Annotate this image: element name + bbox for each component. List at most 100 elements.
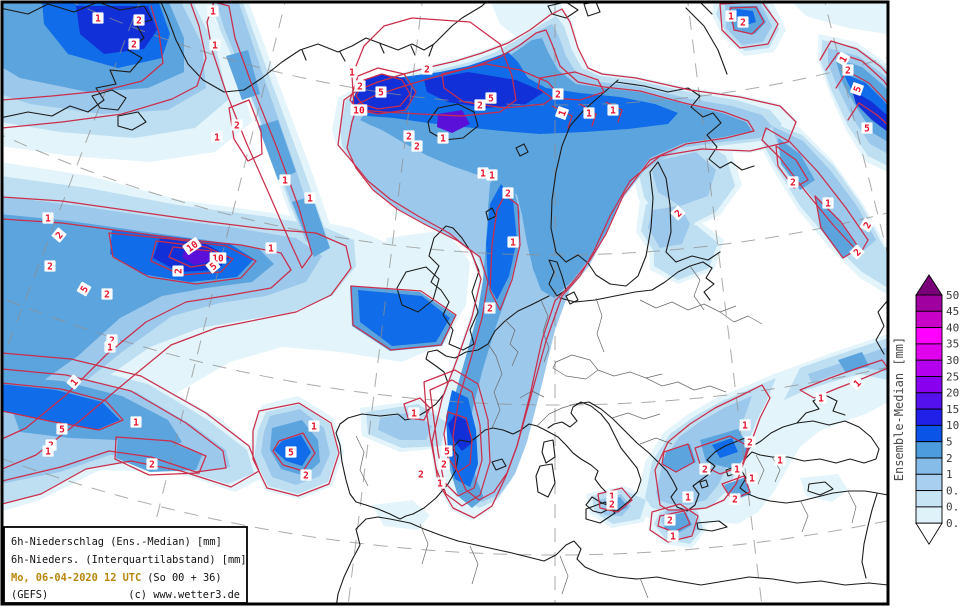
contour-label: 1 <box>835 51 850 67</box>
contour-label: 5 <box>285 446 297 459</box>
contour-label-value: 2 <box>609 500 615 511</box>
contour-label-box <box>850 82 864 96</box>
legend-tick-label: 15 <box>946 403 959 416</box>
contour-label: 1 <box>207 5 219 18</box>
contour-label-box <box>130 416 142 428</box>
contour-label-box <box>411 140 423 152</box>
meridian-line <box>687 2 763 604</box>
legend-tick-label: 50 <box>946 289 959 302</box>
contour-label: 2 <box>172 265 185 277</box>
contour-label-box <box>667 530 679 542</box>
contour-label: 1 <box>130 416 142 429</box>
legend-box <box>915 473 943 492</box>
contour-label-box <box>774 454 786 466</box>
contour-label: 1 <box>822 197 834 210</box>
contour-label-value: 2 <box>441 460 447 471</box>
contour-label-value: 2 <box>477 101 483 112</box>
contour-label: 2 <box>51 227 67 243</box>
legend-box <box>915 424 943 443</box>
contour-label-box <box>211 131 223 143</box>
contour-label: 1 <box>746 472 758 485</box>
legend-tick-label: 5 <box>946 436 953 449</box>
info-line-parameter2: 6h-Nieders. (Interquartilabstand) [mm] <box>11 554 247 566</box>
contour-label-box <box>207 5 219 17</box>
contour-label-box <box>434 477 446 489</box>
legend-box <box>915 457 943 475</box>
contour-label: 1 <box>583 107 595 120</box>
contour-label-value: 1 <box>440 134 446 145</box>
legend-below-min-triangle <box>915 522 943 546</box>
contour-label: 2 <box>101 288 113 301</box>
legend-box <box>915 359 943 377</box>
contour-label-box <box>859 217 875 233</box>
legend-box <box>915 376 943 394</box>
contour-label-box <box>279 174 291 186</box>
contour-label-box <box>205 258 221 274</box>
contour-label-box <box>265 242 277 254</box>
contour-label-value: 2 <box>424 65 430 76</box>
contour-label-box <box>815 392 827 404</box>
contour-label-value: 5 <box>79 284 92 295</box>
contour-label: 5 <box>76 281 92 297</box>
contour-label-value: 2 <box>136 16 142 27</box>
contour-label-value: 1 <box>818 394 824 405</box>
contour-label-value: 1 <box>742 421 748 432</box>
contour-label: 2 <box>44 260 56 273</box>
contour-label-box <box>172 265 184 277</box>
contour-label-box <box>346 66 358 78</box>
contour-label-box <box>101 288 113 300</box>
contour-label-box <box>92 12 104 24</box>
contour-label: 1 <box>346 66 358 79</box>
contour-label-value: 2 <box>732 495 738 506</box>
contour-label-value: 1 <box>133 418 139 429</box>
contour-label: 2 <box>438 458 450 471</box>
legend-above-max-triangle <box>915 274 943 296</box>
contour-label: 2 <box>787 176 799 189</box>
contour-label: 10 <box>350 104 368 117</box>
contour-label-box <box>375 86 387 98</box>
contour-label-value: 1 <box>510 238 516 249</box>
legend-tick-label: 20 <box>946 387 959 400</box>
contour-label-value: 2 <box>852 247 864 259</box>
contour-label: 1 <box>607 104 619 117</box>
contour-label: 2 <box>664 514 676 527</box>
legend-tick-label: 30 <box>946 354 959 367</box>
contour-label-value: 2 <box>667 516 673 527</box>
contour-label-value: 10 <box>353 106 365 117</box>
contour-label-value: 5 <box>378 88 384 99</box>
contour-label-box <box>128 38 140 50</box>
contour-label-value: 1 <box>268 244 274 255</box>
contour-label-box <box>44 260 56 272</box>
contour-label-box <box>842 64 854 76</box>
contour-label: 2 <box>133 14 145 27</box>
contour-label-value: 2 <box>740 18 746 29</box>
contour-label-value: 1 <box>212 41 218 52</box>
contour-label-value: 5 <box>208 261 220 273</box>
contour-label-box <box>408 407 420 419</box>
contour-label: 1 <box>304 192 316 205</box>
contour-label-box <box>182 237 202 255</box>
contour-label-value: 5 <box>444 447 450 458</box>
legend-tick-label: 0.2 <box>946 501 960 514</box>
contour-label: 1 <box>725 10 737 23</box>
contour-label-value: 1 <box>282 176 288 187</box>
contour-label-box <box>56 423 68 435</box>
contour-label-box <box>746 472 758 484</box>
contour-label: 2 <box>699 463 711 476</box>
legend-tick-label: 1 <box>946 468 953 481</box>
meridian-line <box>824 2 888 258</box>
contour-label-box <box>42 445 54 457</box>
info-box: 6h-Niederschlag (Ens.-Median) [mm] 6h-Ni… <box>3 526 248 604</box>
contour-label-box <box>502 187 514 199</box>
contour-label-box <box>606 498 618 510</box>
country-borders <box>355 265 857 599</box>
contour-label-value: 1 <box>45 214 51 225</box>
contour-label: 2 <box>670 205 686 221</box>
contour-label-box <box>421 63 433 75</box>
contour-label: 2 <box>403 130 415 143</box>
contour-label: 1 <box>211 131 223 144</box>
contour-label: 2 <box>411 140 423 153</box>
contour-label: 5 <box>375 86 387 99</box>
contour-label-value: 5 <box>59 425 65 436</box>
contour-label-value: 1 <box>69 377 81 389</box>
